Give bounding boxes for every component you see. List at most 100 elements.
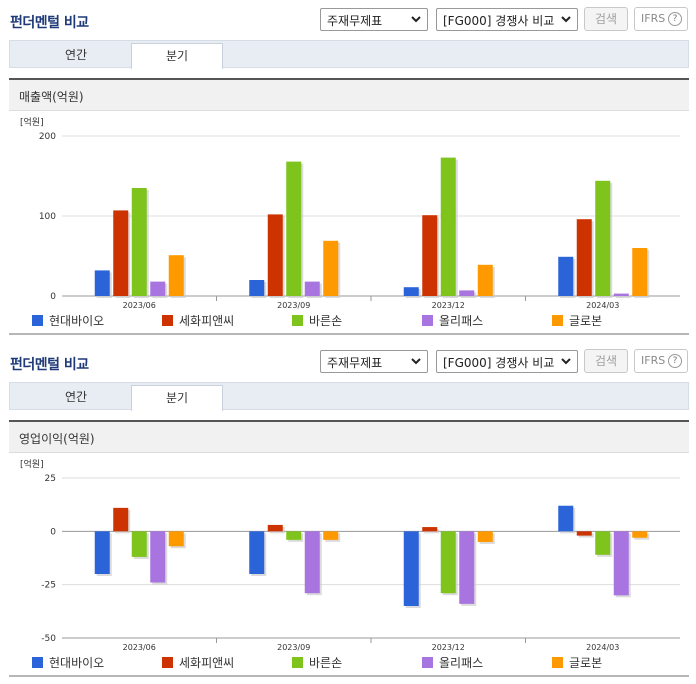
section-title: 영업이익(억원) <box>19 432 95 446</box>
revenue-bar-chart: [억원] 0 100 200 2023/06 2023/09 2023/12 2024/03 <box>20 116 680 310</box>
legend-item[interactable]: 바른손 <box>292 312 342 329</box>
bar <box>150 281 166 296</box>
legend-swatch <box>162 315 173 326</box>
bar <box>113 210 129 296</box>
statement-select[interactable]: 주재무제표 <box>320 8 428 31</box>
bar <box>304 281 320 296</box>
chevron-down-icon <box>411 358 421 365</box>
y-unit-label: [억원] <box>20 116 44 128</box>
legend-item[interactable]: 현대바이오 <box>32 654 104 671</box>
panel-header: 펀더멘털 비교 주재무제표 [FG000] 경쟁사 비교 검색 IFRS ? <box>0 342 696 382</box>
bar <box>323 531 339 540</box>
peer-select[interactable]: [FG000] 경쟁사 비교 <box>436 8 578 31</box>
legend-item[interactable]: 바른손 <box>292 654 342 671</box>
bar <box>267 524 283 532</box>
bar <box>403 531 419 606</box>
legend-item[interactable]: 세화피앤씨 <box>162 654 234 671</box>
bar <box>558 505 574 532</box>
y-tick-label: -50 <box>41 634 56 644</box>
bar <box>477 531 493 542</box>
x-tick-label: 2023/12 <box>432 301 465 310</box>
period-tabs: 연간 분기 <box>9 382 689 411</box>
bar <box>168 255 184 296</box>
legend-item[interactable]: 글로본 <box>552 654 602 671</box>
legend-swatch <box>422 657 433 668</box>
y-tick-label: 0 <box>50 527 56 537</box>
period-tabs: 연간 분기 <box>9 40 689 69</box>
bar <box>304 531 320 594</box>
y-tick-label: 0 <box>50 292 56 302</box>
bar <box>422 215 438 296</box>
panel-header: 펀더멘털 비교 주재무제표 [FG000] 경쟁사 비교 검색 IFRS ? <box>0 0 696 40</box>
legend-swatch <box>552 657 563 668</box>
legend-item[interactable]: 올리패스 <box>422 654 483 671</box>
x-tick-label: 2023/06 <box>123 643 156 652</box>
y-unit-label: [억원] <box>20 458 44 470</box>
bar <box>459 531 475 604</box>
legend-item[interactable]: 글로본 <box>552 312 602 329</box>
bar <box>249 531 265 574</box>
legend-swatch <box>32 315 43 326</box>
divider <box>9 333 689 335</box>
revenue-chart: [억원] 0 100 200 2023/06 2023/09 2023/12 2024/03 <box>0 111 696 321</box>
legend-item[interactable]: 올리패스 <box>422 312 483 329</box>
y-tick-label: -25 <box>41 581 56 591</box>
tab-quarterly[interactable]: 분기 <box>131 43 223 69</box>
bar <box>150 531 166 583</box>
bar <box>403 287 419 296</box>
y-tick-label: 200 <box>39 132 56 142</box>
section-title-bar: 매출액(억원) <box>9 78 689 111</box>
bar <box>576 531 592 536</box>
legend-item[interactable]: 세화피앤씨 <box>162 312 234 329</box>
bar-shadow <box>615 295 631 298</box>
legend-swatch <box>32 657 43 668</box>
x-tick-label: 2024/03 <box>586 301 619 310</box>
tab-quarterly[interactable]: 분기 <box>131 385 223 411</box>
search-button[interactable]: 검색 <box>584 349 628 373</box>
bar <box>113 507 129 532</box>
x-tick-label: 2024/03 <box>586 643 619 652</box>
bar <box>440 157 456 296</box>
bar <box>632 531 648 538</box>
bar <box>323 240 339 296</box>
bar <box>168 531 184 547</box>
tab-annual[interactable]: 연간 <box>64 390 88 404</box>
chevron-down-icon <box>561 358 571 365</box>
y-tick-label: 100 <box>39 212 56 222</box>
legend-swatch <box>292 315 303 326</box>
bar <box>558 256 574 296</box>
bar <box>595 531 611 555</box>
bar <box>131 188 147 296</box>
ifrs-help-button[interactable]: IFRS ? <box>634 7 688 31</box>
peer-select[interactable]: [FG000] 경쟁사 비교 <box>436 350 578 373</box>
bar <box>440 531 456 594</box>
chart-legend: 현대바이오 세화피앤씨 바른손 올리패스 글로본 <box>0 653 696 671</box>
bar <box>94 531 110 574</box>
legend-item[interactable]: 현대바이오 <box>32 312 104 329</box>
statement-select[interactable]: 주재무제표 <box>320 350 428 373</box>
tab-annual[interactable]: 연간 <box>64 48 88 62</box>
x-tick-label: 2023/09 <box>277 301 310 310</box>
bar <box>422 527 438 532</box>
bar <box>286 531 302 540</box>
bar <box>459 290 475 296</box>
operating-profit-chart: [억원] -50 -25 0 25 2023/06 2023/09 2023/12 2024/0… <box>0 453 696 663</box>
bar <box>94 270 110 296</box>
bar <box>477 264 493 296</box>
legend-swatch <box>422 315 433 326</box>
bar <box>286 161 302 296</box>
bar <box>249 280 265 296</box>
search-button[interactable]: 검색 <box>584 7 628 31</box>
legend-swatch <box>292 657 303 668</box>
chart-legend: 현대바이오 세화피앤씨 바른손 올리패스 글로본 <box>0 311 696 329</box>
bar <box>613 293 629 296</box>
legend-swatch <box>162 657 173 668</box>
x-tick-label: 2023/12 <box>432 643 465 652</box>
ifrs-help-button[interactable]: IFRS ? <box>634 349 688 373</box>
bar <box>613 531 629 596</box>
bar <box>595 180 611 296</box>
chevron-down-icon <box>561 16 571 23</box>
section-title-bar: 영업이익(억원) <box>9 420 689 453</box>
section-title: 매출액(억원) <box>19 90 84 104</box>
x-tick-label: 2023/09 <box>277 643 310 652</box>
